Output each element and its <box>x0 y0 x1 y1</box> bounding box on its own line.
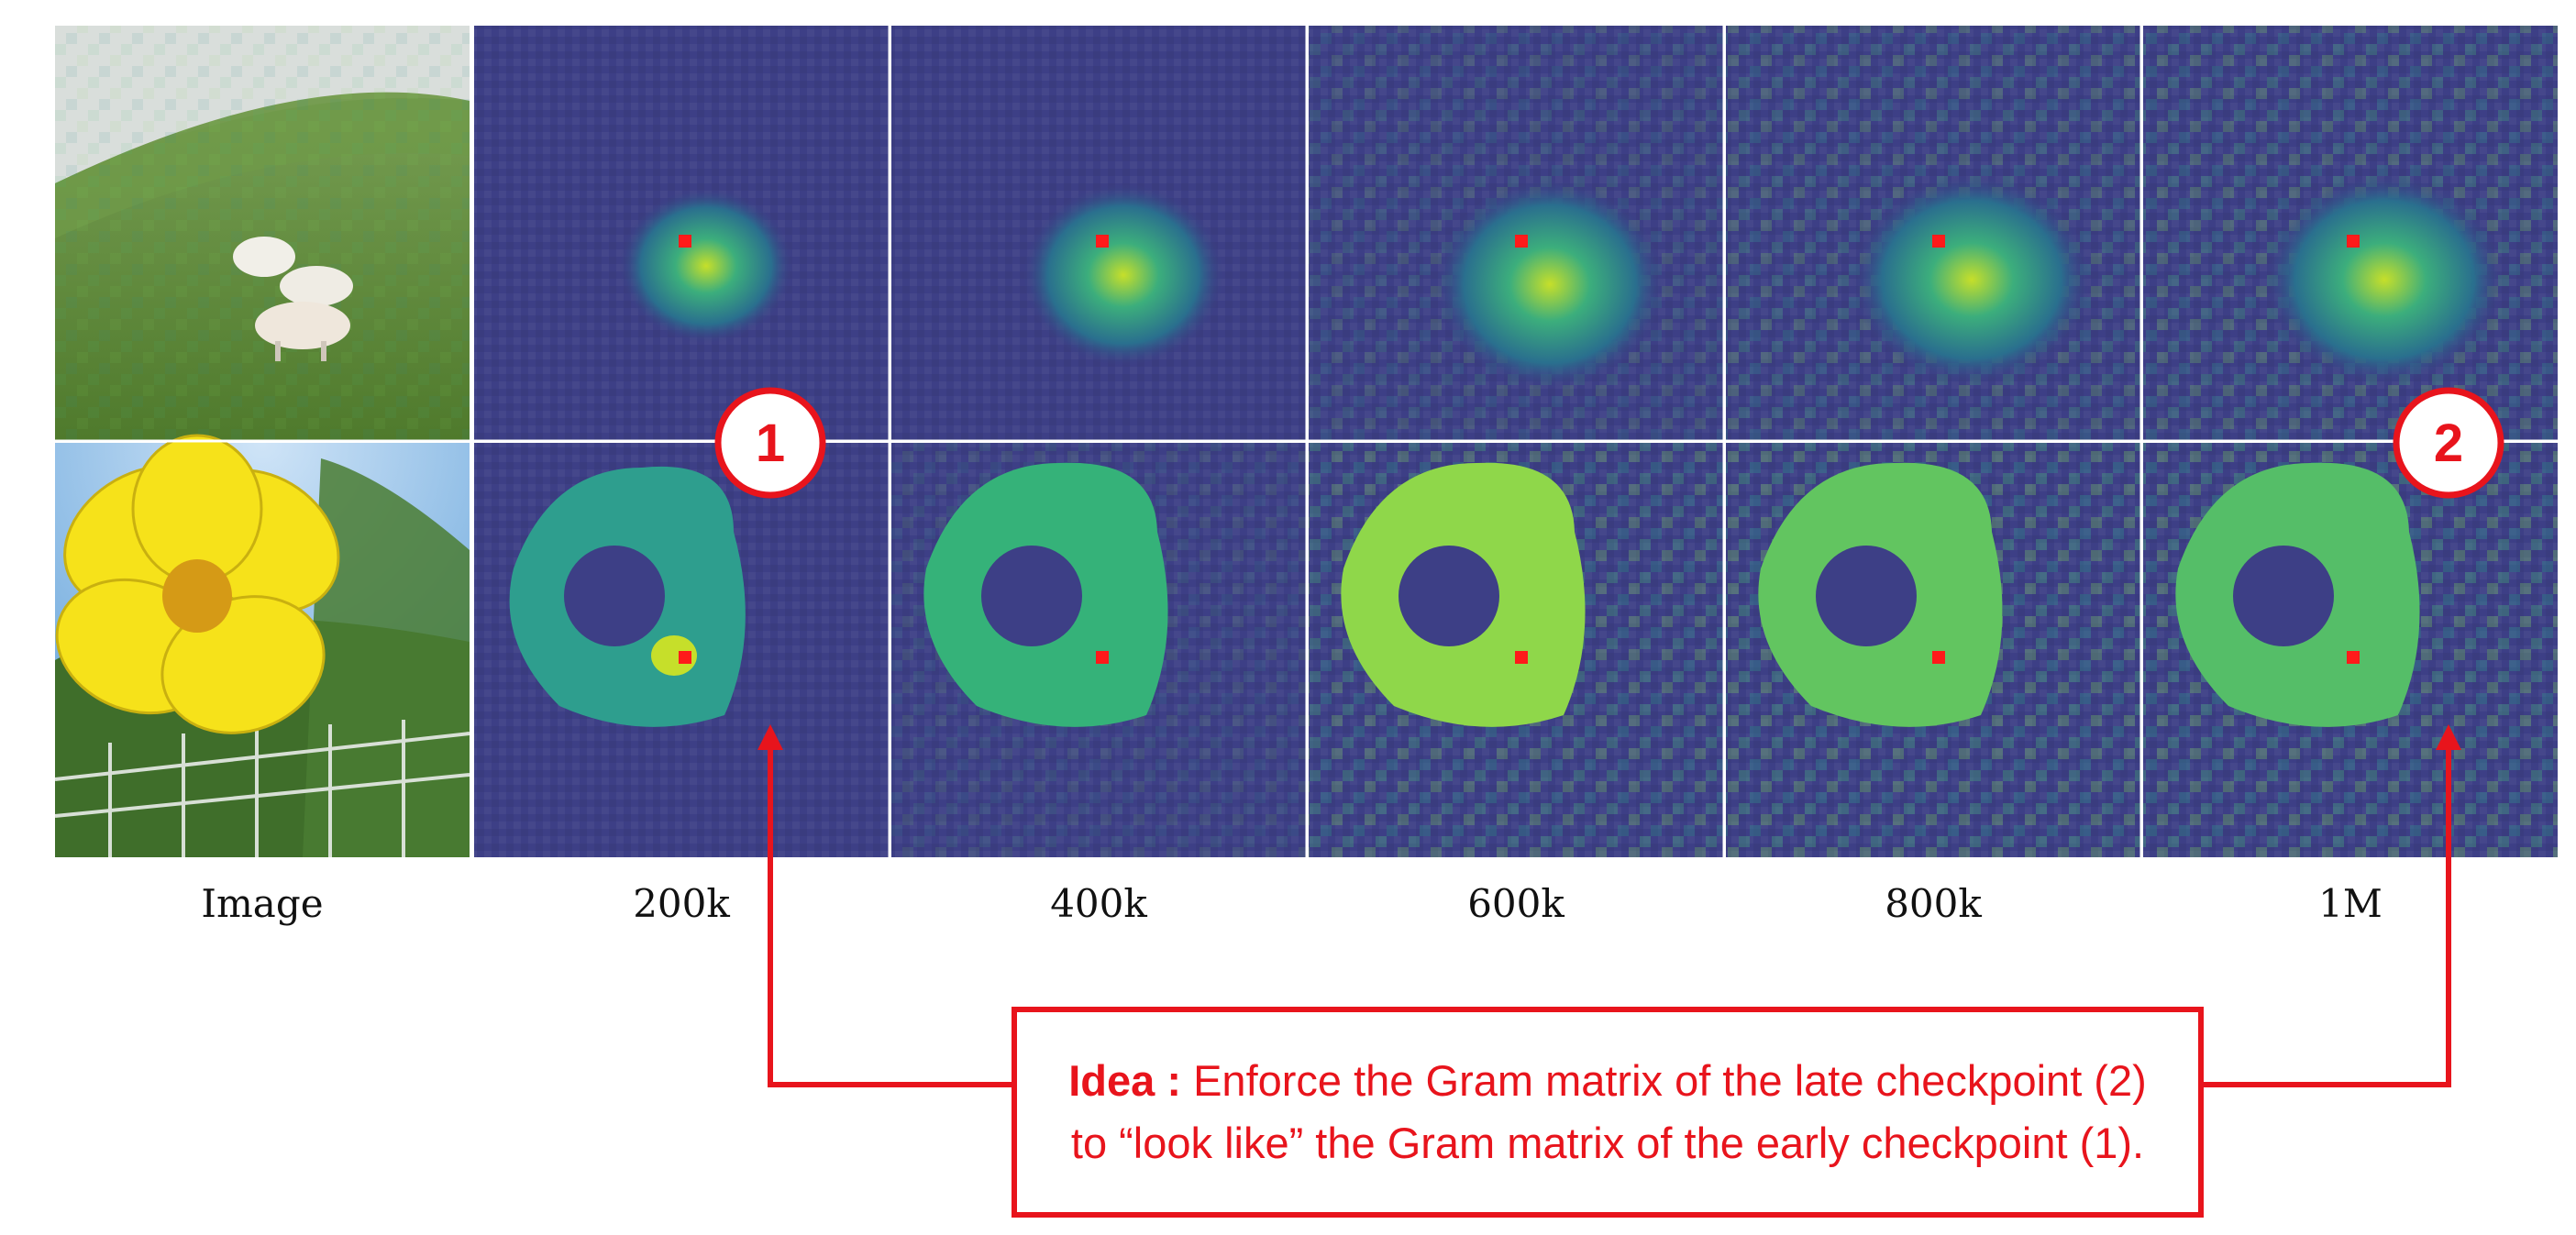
arrow-to-late-checkpoint <box>2204 747 2451 1087</box>
sheep-map-800k <box>1726 26 2140 440</box>
svg-text:1: 1 <box>756 414 785 473</box>
column-label-600k: 600k <box>1467 881 1564 926</box>
flower-map-200k <box>474 443 889 857</box>
sheep-photo <box>55 26 470 440</box>
query-patch-icon <box>679 235 691 248</box>
row-sheep <box>55 26 2558 440</box>
arrow-to-early-checkpoint <box>768 747 1012 1087</box>
idea-callout-box: Idea : Enforce the Gram matrix of the la… <box>1012 1007 2204 1218</box>
column-labels: Image 200k 400k 600k 800k 1M <box>201 881 2382 926</box>
flower-map-400k <box>891 443 1306 857</box>
row-flower <box>54 434 2558 857</box>
arrow-head-up-icon <box>2436 724 2461 750</box>
query-patch-icon <box>2347 651 2360 664</box>
idea-title: Idea <box>1068 1055 1155 1105</box>
badge-early-checkpoint: 1 <box>714 387 826 499</box>
flower-map-1m <box>2143 443 2558 857</box>
sheep-map-600k <box>1309 26 1723 440</box>
query-patch-icon <box>1515 651 1528 664</box>
flower-map-600k <box>1309 443 1723 857</box>
query-patch-icon <box>1932 651 1945 664</box>
connector-arrows <box>757 724 2461 1087</box>
idea-separator: : <box>1155 1055 1194 1105</box>
query-patch-icon <box>2347 235 2360 248</box>
svg-text:2: 2 <box>2434 414 2463 473</box>
sheep-map-200k <box>474 26 889 440</box>
column-label-image: Image <box>201 881 323 926</box>
sheep-map-400k <box>891 26 1306 440</box>
query-patch-icon <box>1515 235 1528 248</box>
badge-late-checkpoint: 2 <box>2393 387 2504 499</box>
column-label-1m: 1M <box>2318 881 2383 926</box>
arrow-head-up-icon <box>757 724 783 750</box>
panel-grid-lines <box>55 26 2558 857</box>
flower-photo <box>54 434 470 857</box>
query-patch-icon <box>1096 235 1109 248</box>
idea-text: Idea : Enforce the Gram matrix of the la… <box>1054 1050 2161 1174</box>
query-patch-icon <box>679 651 691 664</box>
column-label-200k: 200k <box>633 881 730 926</box>
query-patch-icon <box>1096 651 1109 664</box>
sheep-map-1m <box>2143 26 2558 440</box>
flower-map-800k <box>1726 443 2140 857</box>
column-label-400k: 400k <box>1050 881 1147 926</box>
column-label-800k: 800k <box>1885 881 1982 926</box>
query-patch-icon <box>1932 235 1945 248</box>
idea-body: Enforce the Gram matrix of the late chec… <box>1070 1055 2147 1167</box>
